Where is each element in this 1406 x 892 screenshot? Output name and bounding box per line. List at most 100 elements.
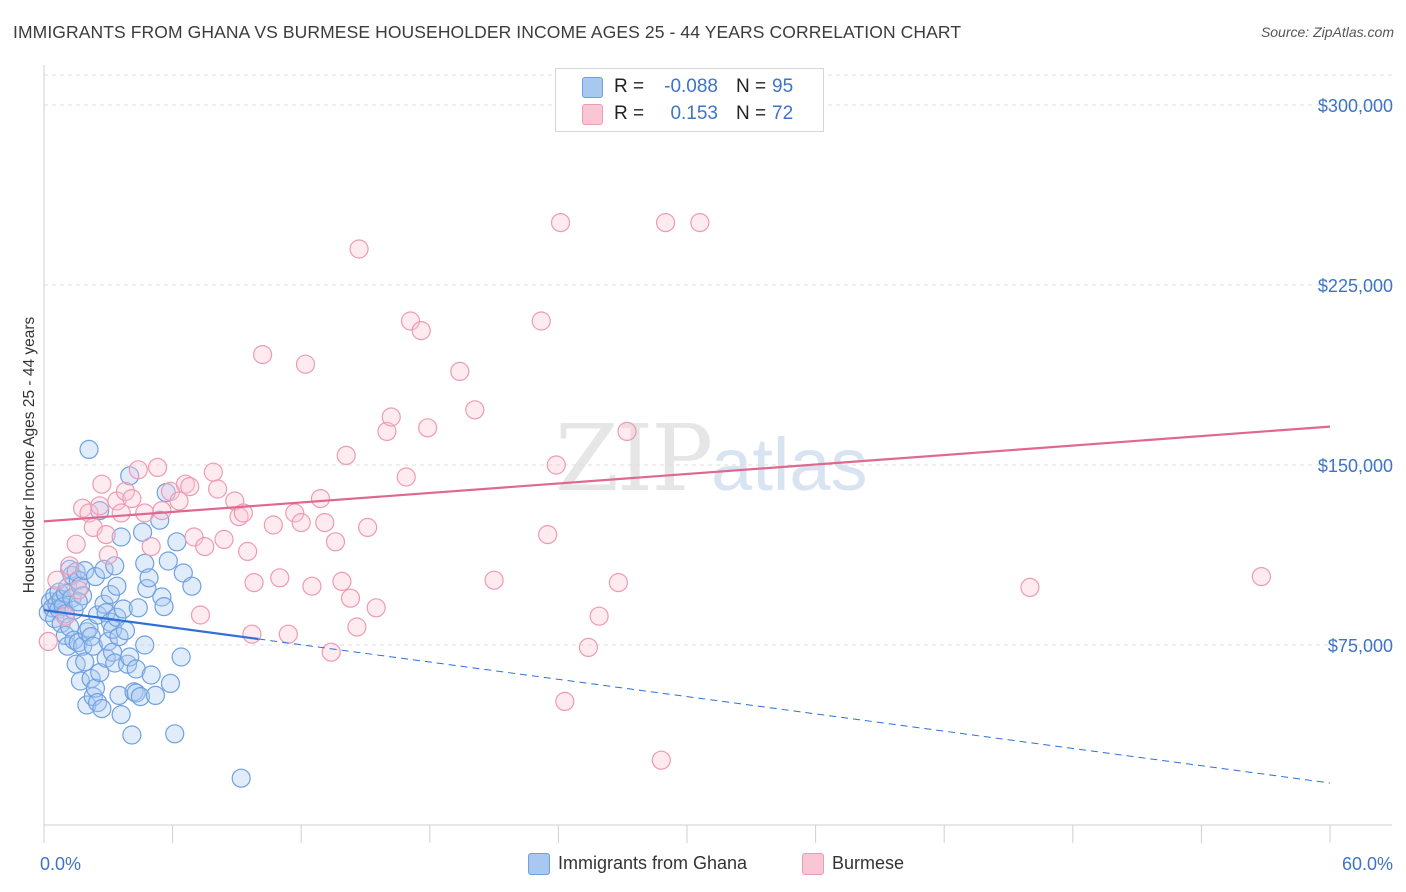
burmese-point	[60, 556, 80, 576]
burmese-point	[55, 606, 76, 626]
burmese-point	[38, 631, 58, 652]
ghana-point	[128, 598, 148, 618]
burmese-point	[66, 534, 86, 554]
burmese-point	[349, 239, 369, 259]
burmese-point	[484, 570, 504, 590]
n-value: 72	[772, 103, 794, 124]
burmese-point	[608, 572, 629, 593]
ghana-point	[139, 568, 159, 588]
burmese-point	[315, 512, 335, 533]
watermark: ZIPatlas	[555, 405, 867, 512]
stats-box: R = -0.088 N = 95 R = 0.153 N = 72	[555, 68, 824, 132]
burmese-point	[242, 624, 262, 644]
burmese-point	[295, 354, 316, 374]
y-tick-label: $150,000	[1318, 456, 1393, 476]
trend-lines	[43, 425, 1331, 784]
y-axis-label: Householder Income Ages 25 - 44 years	[21, 316, 38, 594]
r-label: R =	[614, 103, 645, 124]
ghana-point	[152, 587, 172, 607]
ghana-point	[141, 665, 161, 685]
burmese-point	[203, 462, 223, 482]
ghana-swatch	[582, 77, 603, 98]
ghana-trend-line	[43, 609, 259, 641]
ghana-trend-extension	[258, 638, 1331, 784]
burmese-point	[190, 605, 211, 625]
ghana-legend-swatch	[528, 853, 550, 875]
burmese-point	[347, 617, 367, 637]
burmese-point	[90, 496, 110, 516]
burmese-point	[111, 503, 131, 523]
ghana-point	[111, 704, 131, 725]
ghana-point	[182, 576, 202, 596]
burmese-point	[92, 474, 112, 494]
legend-label: Burmese	[832, 853, 905, 873]
ghana-point	[165, 724, 185, 744]
burmese-point	[465, 400, 485, 420]
burmese-point	[214, 529, 234, 550]
burmese-point	[651, 750, 671, 770]
ghana-point	[135, 553, 155, 574]
burmese-point	[555, 691, 575, 712]
ghana-point	[92, 698, 112, 719]
burmese-point	[325, 532, 346, 552]
ghana-point	[113, 599, 133, 619]
ghana-point	[135, 635, 155, 655]
burmese-point	[208, 479, 228, 499]
ghana-point	[75, 652, 95, 672]
ghana-point	[167, 532, 187, 552]
ghana-point	[79, 439, 99, 459]
ghana-point	[85, 678, 106, 698]
burmese-point	[310, 489, 331, 509]
ghana-point	[145, 685, 166, 706]
burmese-point	[270, 568, 290, 588]
ghana-point	[132, 522, 153, 542]
burmese-trend-line	[43, 425, 1331, 523]
burmese-legend-swatch	[802, 853, 824, 875]
burmese-point	[340, 588, 361, 608]
ghana-point	[94, 559, 114, 580]
legend-label: Immigrants from Ghana	[558, 853, 748, 873]
y-tick-label: $225,000	[1318, 276, 1393, 296]
burmese-point	[450, 361, 470, 381]
burmese-point	[47, 570, 67, 590]
data-points	[38, 213, 1272, 788]
burmese-point	[180, 477, 200, 497]
burmese-point	[617, 421, 637, 441]
burmese-point	[336, 445, 356, 465]
axes	[43, 65, 1392, 843]
ghana-point	[130, 686, 151, 707]
r-label: R =	[614, 76, 645, 97]
watermark-zip: ZIP	[555, 405, 713, 512]
ghana-point	[171, 647, 191, 667]
burmese-point	[366, 598, 386, 618]
chart-title: IMMIGRANTS FROM GHANA VS BURMESE HOUSEHO…	[13, 22, 962, 42]
ghana-point	[122, 725, 142, 745]
burmese-point	[550, 213, 571, 233]
burmese-point	[68, 580, 88, 600]
burmese-point	[538, 524, 558, 545]
burmese-point	[578, 637, 599, 658]
burmese-point	[531, 311, 551, 331]
burmese-point	[418, 418, 438, 438]
ghana-point	[120, 647, 140, 667]
burmese-point	[195, 536, 215, 557]
burmese-point	[358, 517, 378, 538]
ghana-point	[98, 631, 118, 652]
burmese-point	[332, 571, 352, 592]
ghana-point	[83, 636, 103, 656]
ghana-point	[231, 768, 251, 788]
burmese-point	[244, 572, 264, 593]
burmese-point	[655, 213, 676, 233]
x-tick-label-start: 0.0%	[40, 854, 81, 874]
ghana-point	[160, 673, 181, 694]
ghana-point	[115, 620, 136, 641]
n-label: N =	[736, 76, 767, 97]
burmese-point	[546, 455, 566, 475]
burmese-point	[128, 460, 148, 480]
burmese-point	[321, 642, 341, 662]
burmese-point	[377, 421, 397, 441]
r-value: 0.153	[670, 103, 718, 124]
axis-labels: $75,000 $150,000 $225,000 $300,000 0.0% 60.0%	[40, 96, 1393, 874]
n-value: 95	[772, 76, 794, 97]
